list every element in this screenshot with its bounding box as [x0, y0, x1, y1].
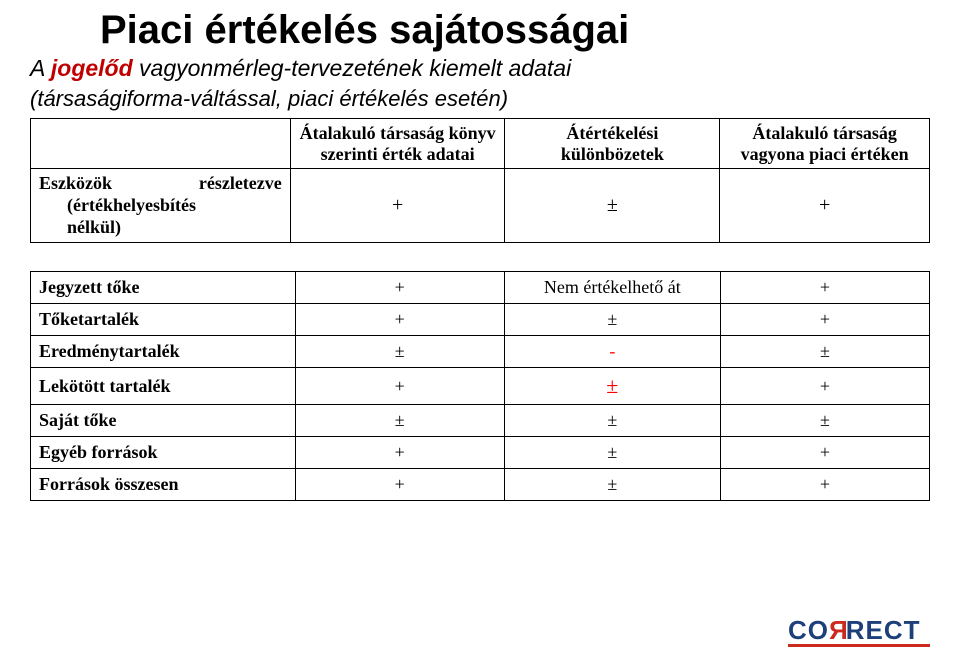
- t2-row-label: Tőketartalék: [31, 304, 296, 336]
- t2-row-label: Egyéb források: [31, 437, 296, 469]
- logo-right: RECT: [846, 615, 921, 646]
- t2-cell: +: [720, 437, 929, 469]
- table-1-header-c2: Átértékelési különbözetek: [505, 119, 720, 169]
- table-row: Jegyzett tőke+Nem értékelhető át+: [31, 272, 930, 304]
- t2-row-label: Források összesen: [31, 469, 296, 501]
- subtitle-line-1: A jogelőd vagyonmérleg-tervezetének kiem…: [30, 55, 930, 82]
- t2-cell: ±: [504, 368, 720, 405]
- logo: CO R RECT: [788, 615, 930, 647]
- t2-cell: +: [295, 368, 504, 405]
- table-row: Saját tőke±±±: [31, 405, 930, 437]
- logo-left: CO: [788, 615, 829, 646]
- t2-cell: +: [720, 469, 929, 501]
- t1-label-l3: nélkül): [39, 217, 282, 239]
- table-row: Lekötött tartalék+±+: [31, 368, 930, 405]
- t2-cell: +: [720, 304, 929, 336]
- t2-row-label: Eredménytartalék: [31, 336, 296, 368]
- table-1-row-label: Eszközök részletezve (értékhelyesbítés n…: [31, 169, 291, 243]
- t2-cell: ±: [504, 437, 720, 469]
- t2-cell: -: [504, 336, 720, 368]
- t2-cell: +: [720, 368, 929, 405]
- t2-cell: +: [295, 304, 504, 336]
- table-1-header-c3: Átalakuló társaság vagyona piaci értéken: [720, 119, 930, 169]
- t1-c1: +: [290, 169, 505, 243]
- table-1-header-empty: [31, 119, 291, 169]
- t1-label-l1-right: részletezve: [199, 173, 282, 195]
- table-row: Tőketartalék+±+: [31, 304, 930, 336]
- t2-cell: ±: [504, 304, 720, 336]
- table-1-header-c1: Átalakuló társaság könyv szerinti érték …: [290, 119, 505, 169]
- t2-row-label: Saját tőke: [31, 405, 296, 437]
- t2-cell: ±: [504, 469, 720, 501]
- t1-c2: ±: [505, 169, 720, 243]
- t2-cell: +: [295, 437, 504, 469]
- table-row: Eredménytartalék±-±: [31, 336, 930, 368]
- table-2: Jegyzett tőke+Nem értékelhető át+Tőketar…: [30, 271, 930, 501]
- subtitle-line-2: (társaságiforma-váltással, piaci értékel…: [30, 86, 930, 112]
- subtitle-rest: vagyonmérleg-tervezetének kiemelt adatai: [133, 55, 572, 81]
- subtitle-red: jogelőd: [51, 55, 133, 81]
- document-page: Piaci értékelés sajátosságai A jogelőd v…: [0, 0, 960, 655]
- t1-label-l1-left: Eszközök: [39, 173, 112, 195]
- t2-cell: +: [295, 469, 504, 501]
- subtitle-a: A: [30, 55, 51, 81]
- t2-cell: Nem értékelhető át: [504, 272, 720, 304]
- t2-cell: ±: [295, 405, 504, 437]
- t2-row-label: Jegyzett tőke: [31, 272, 296, 304]
- table-row: Eszközök részletezve (értékhelyesbítés n…: [31, 169, 930, 243]
- t2-cell: ±: [295, 336, 504, 368]
- t2-cell: +: [295, 272, 504, 304]
- t2-cell: ±: [720, 405, 929, 437]
- table-row: Átalakuló társaság könyv szerinti érték …: [31, 119, 930, 169]
- table-row: Források összesen+±+: [31, 469, 930, 501]
- logo-mirror: R: [828, 615, 848, 646]
- table-1: Átalakuló társaság könyv szerinti érték …: [30, 118, 930, 243]
- t2-cell: ±: [504, 405, 720, 437]
- t2-cell: +: [720, 272, 929, 304]
- logo-text: CO R RECT: [788, 615, 930, 646]
- t1-label-l2: (értékhelyesbítés: [39, 195, 282, 217]
- t2-cell: ±: [720, 336, 929, 368]
- page-title: Piaci értékelés sajátosságai: [100, 8, 930, 53]
- table-row: Egyéb források+±+: [31, 437, 930, 469]
- t1-c3: +: [720, 169, 930, 243]
- t2-row-label: Lekötött tartalék: [31, 368, 296, 405]
